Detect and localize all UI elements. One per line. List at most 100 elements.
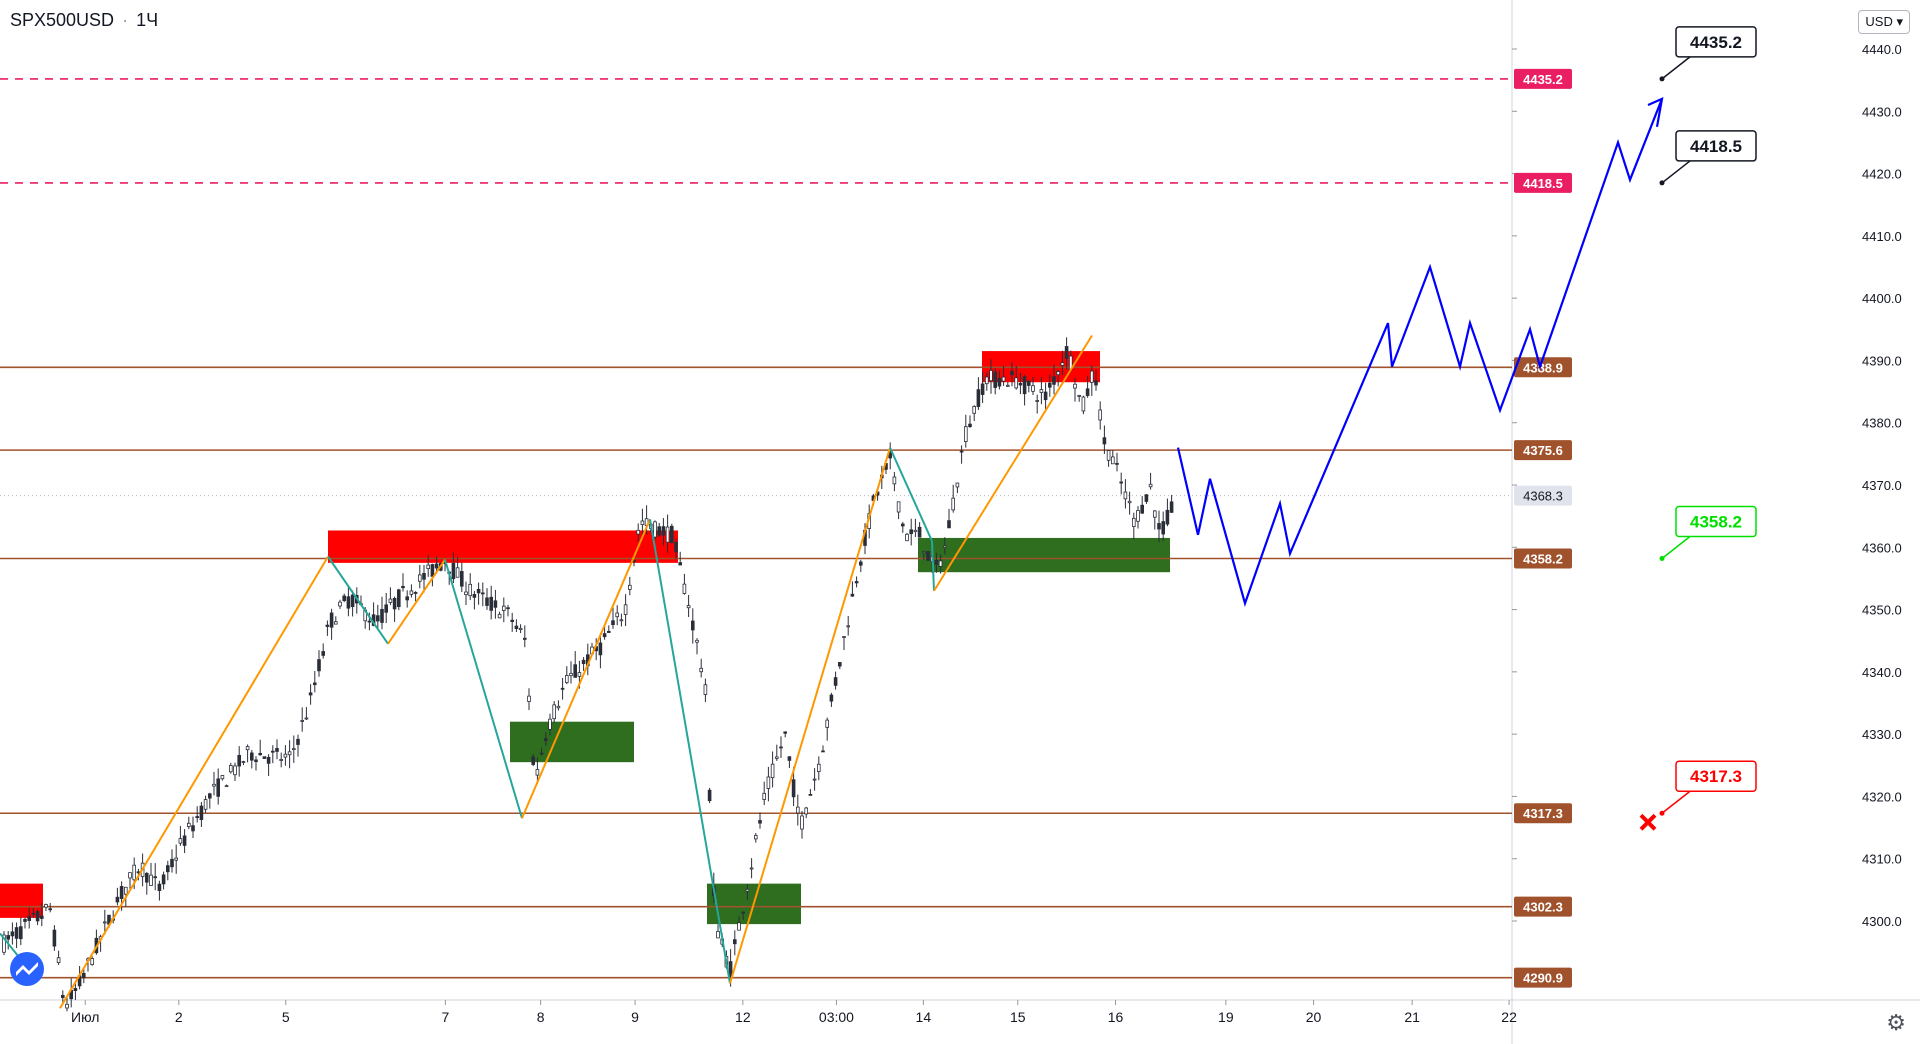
candle <box>266 754 271 777</box>
candle <box>90 956 95 966</box>
candle <box>775 744 779 761</box>
candle <box>186 816 191 830</box>
candle <box>653 520 657 541</box>
x-tick-label: 7 <box>441 1009 449 1025</box>
zigzag-segment[interactable] <box>444 559 523 819</box>
candle <box>523 625 527 648</box>
candle <box>300 707 304 732</box>
candle <box>61 990 65 1004</box>
candle <box>703 678 708 703</box>
zigzag-segment[interactable] <box>889 447 933 542</box>
level-axis-label: 4358.2 <box>1523 551 1563 566</box>
demand-zone[interactable] <box>510 721 634 763</box>
y-tick-label: 4310.0 <box>1862 852 1902 867</box>
x-tick-label: 19 <box>1218 1009 1234 1025</box>
x-tick-label: 12 <box>735 1009 751 1025</box>
candle <box>279 752 283 768</box>
candle <box>1048 374 1052 397</box>
candle <box>560 677 565 700</box>
zigzag-segment[interactable] <box>387 559 446 645</box>
interval-label[interactable]: 1Ч <box>136 10 159 30</box>
candle <box>153 863 158 891</box>
zigzag-segment[interactable] <box>521 518 651 819</box>
currency-dropdown[interactable]: USD ▾ <box>1858 10 1910 34</box>
candle <box>787 756 792 768</box>
candle <box>934 552 939 573</box>
candle <box>754 833 758 843</box>
candle <box>678 551 682 566</box>
candle <box>346 585 351 617</box>
zigzag-segment[interactable] <box>327 556 389 645</box>
candle <box>783 731 787 738</box>
candle <box>985 372 989 391</box>
candle <box>640 508 645 538</box>
zigzag-segment[interactable] <box>931 541 935 591</box>
candle <box>707 787 712 804</box>
candle <box>254 756 258 771</box>
tradingview-logo-icon[interactable] <box>10 952 44 986</box>
candle <box>1119 472 1124 495</box>
candle <box>573 651 577 678</box>
price-callout[interactable]: 4418.5 <box>1659 130 1757 186</box>
zigzag-segment[interactable] <box>729 447 891 984</box>
x-tick-label: 2 <box>175 1009 183 1025</box>
zigzag-segment[interactable] <box>933 334 1093 592</box>
candle <box>905 532 909 542</box>
price-callout[interactable]: 4435.2 <box>1659 26 1757 82</box>
candle <box>888 442 892 470</box>
candle <box>825 717 829 741</box>
candle <box>518 624 523 634</box>
candle <box>182 829 187 854</box>
candle <box>262 756 267 759</box>
candle <box>52 925 57 951</box>
callout-label: 4435.2 <box>1690 33 1742 52</box>
candle <box>384 592 388 624</box>
candle <box>552 701 556 723</box>
candle <box>581 657 586 671</box>
candle <box>455 556 460 578</box>
candle <box>955 482 960 494</box>
y-tick-label: 4430.0 <box>1862 104 1902 119</box>
candle <box>670 523 674 544</box>
zigzag-segment[interactable] <box>649 519 731 984</box>
candle <box>527 688 531 711</box>
symbol-name[interactable]: SPX500USD <box>10 10 115 30</box>
candle <box>1031 376 1035 395</box>
candle <box>602 625 607 640</box>
forecast-path[interactable] <box>1176 98 1664 607</box>
candle <box>489 585 493 620</box>
x-tick-label: 5 <box>282 1009 290 1025</box>
candle <box>31 908 36 918</box>
candle <box>333 616 338 625</box>
candle <box>586 643 590 676</box>
price-callout[interactable]: 4358.2 <box>1659 505 1757 561</box>
candle <box>762 781 766 806</box>
candle <box>758 812 762 829</box>
candle <box>1132 512 1136 540</box>
candle <box>514 619 519 632</box>
price-callout[interactable]: 4317.3 <box>1659 760 1757 816</box>
level-axis-tag <box>1514 172 1572 193</box>
candle <box>636 523 640 542</box>
gear-icon[interactable]: ⚙ <box>1886 1010 1906 1035</box>
x-tick-label: 03:00 <box>819 1009 854 1025</box>
candle <box>909 518 913 546</box>
level-axis-tag <box>1514 967 1572 988</box>
candle <box>1161 511 1166 542</box>
candle <box>1094 369 1098 391</box>
supply-zone[interactable] <box>328 530 678 563</box>
candle <box>409 584 414 598</box>
candle <box>451 552 456 584</box>
candle <box>699 658 703 678</box>
candle <box>459 562 464 593</box>
demand-zone[interactable] <box>918 537 1170 573</box>
candle <box>817 756 821 781</box>
candle <box>691 608 695 644</box>
zigzag-segment[interactable] <box>59 556 329 1009</box>
candle <box>917 522 922 538</box>
candle <box>1022 374 1027 406</box>
candle <box>115 887 120 906</box>
candle <box>233 762 237 781</box>
candle <box>770 751 775 788</box>
